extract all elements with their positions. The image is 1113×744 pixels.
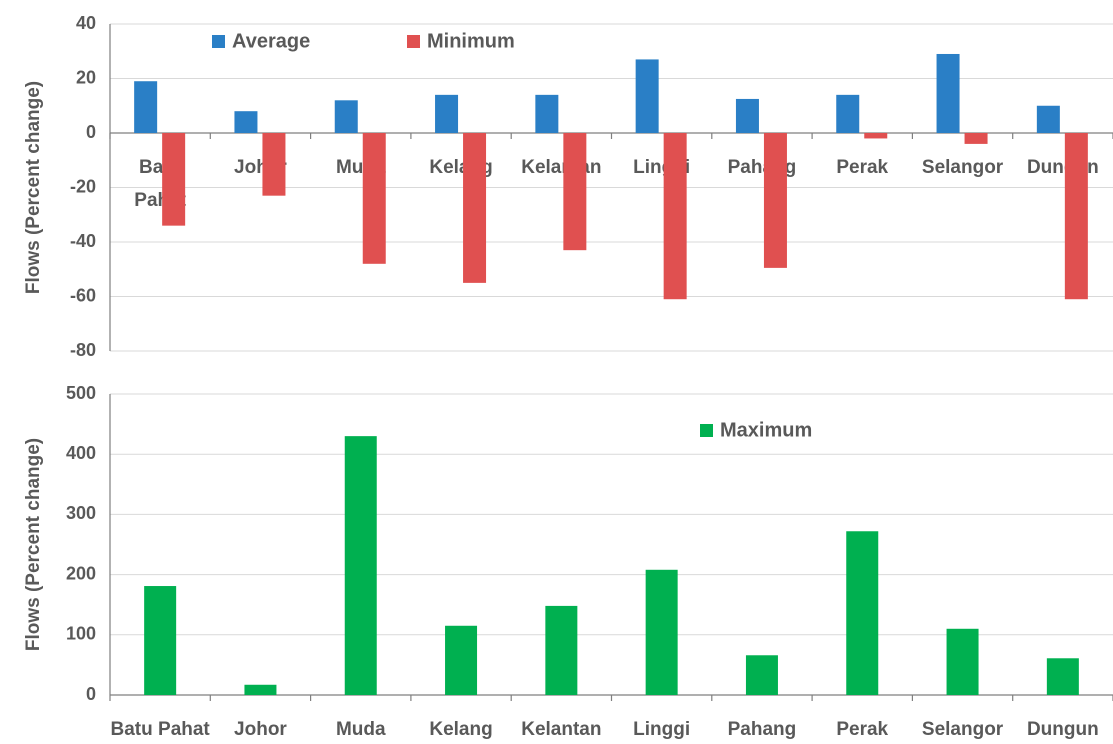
bar <box>463 133 487 283</box>
bar <box>1064 133 1088 300</box>
x-tick-label: Selangor <box>922 719 1004 740</box>
y-axis-label: Flows (Percent change) <box>23 438 44 651</box>
legend-swatch <box>407 35 420 48</box>
bar <box>262 133 286 196</box>
x-tick-label: Perak <box>836 157 888 178</box>
x-tick-label: Linggi <box>633 719 690 740</box>
y-tick-label: 40 <box>76 13 96 33</box>
y-tick-label: 500 <box>66 383 96 403</box>
bar <box>864 133 888 139</box>
y-tick-label: -20 <box>70 176 96 196</box>
y-tick-label: 200 <box>66 563 96 583</box>
y-tick-label: -80 <box>70 340 96 360</box>
bar <box>964 133 988 144</box>
bar <box>362 133 386 264</box>
y-tick-label: 0 <box>86 684 96 704</box>
x-tick-label: Kelang <box>429 719 492 740</box>
bar <box>134 81 158 133</box>
y-tick-label: 400 <box>66 443 96 463</box>
bar <box>1036 105 1060 133</box>
bar <box>735 98 759 133</box>
x-tick-label: Dungun <box>1027 157 1099 178</box>
x-tick-label: Dungun <box>1027 719 1099 740</box>
legend-label: Average <box>232 30 310 52</box>
bar <box>563 133 587 251</box>
bar <box>635 59 659 133</box>
bar <box>846 531 879 695</box>
legend-label: Minimum <box>427 30 515 52</box>
bar <box>645 569 678 695</box>
y-tick-label: 0 <box>86 122 96 142</box>
bar <box>234 111 258 133</box>
legend-swatch <box>700 424 713 437</box>
bar <box>435 94 459 133</box>
x-tick-label: Pahang <box>728 719 797 740</box>
bar <box>162 133 186 226</box>
bar <box>545 605 578 695</box>
y-tick-label: 100 <box>66 624 96 644</box>
bar <box>763 133 787 268</box>
bar <box>1046 658 1079 695</box>
bar <box>344 436 377 695</box>
bar <box>535 94 559 133</box>
x-tick-label: Batu Pahat <box>111 719 211 740</box>
x-tick-label: Johor <box>234 719 287 740</box>
bar <box>936 53 960 133</box>
x-tick-label: Perak <box>836 719 888 740</box>
legend-label: Maximum <box>720 419 812 441</box>
bar <box>334 100 358 133</box>
legend-swatch <box>212 35 225 48</box>
bar <box>946 628 979 695</box>
x-tick-label: Kelantan <box>521 719 601 740</box>
y-axis-label: Flows (Percent change) <box>23 81 44 294</box>
x-tick-label: Muda <box>336 719 386 740</box>
x-tick-label: Selangor <box>922 157 1004 178</box>
y-tick-label: 20 <box>76 67 96 87</box>
bar <box>745 655 778 695</box>
bar <box>663 133 687 300</box>
x-tick-label: Kelantan <box>521 157 601 178</box>
bar <box>445 625 478 695</box>
y-tick-label: -40 <box>70 231 96 251</box>
bar <box>836 94 860 133</box>
y-tick-label: 300 <box>66 503 96 523</box>
y-tick-label: -60 <box>70 285 96 305</box>
bar <box>244 684 277 695</box>
bar <box>144 586 177 695</box>
